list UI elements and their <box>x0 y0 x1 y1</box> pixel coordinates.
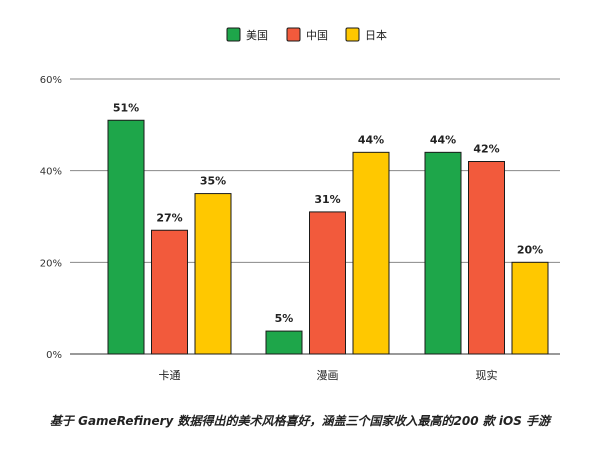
bar <box>511 261 549 355</box>
bar-value-label: 51% <box>113 101 139 114</box>
legend-label: 日本 <box>365 28 387 42</box>
y-tick-label: 60% <box>40 75 62 86</box>
x-tick-label: 漫画 <box>317 368 339 382</box>
bar <box>265 330 303 355</box>
legend-label: 中国 <box>306 29 328 42</box>
legend-swatch <box>286 27 301 42</box>
bar-value-label: 44% <box>430 133 456 146</box>
y-tick-label: 40% <box>40 167 62 178</box>
x-tick-label: 卡通 <box>159 369 181 382</box>
x-tick-label: 现实 <box>476 368 498 382</box>
y-tick-label: 0% <box>46 350 62 361</box>
bar-value-label: 35% <box>200 175 226 188</box>
x-axis-ticks: 卡通 漫画 现实 <box>159 368 498 382</box>
bar <box>194 193 232 355</box>
y-tick-label: 20% <box>40 258 62 269</box>
chart-caption: 基于 GameRefinery 数据得出的美术风格喜好，涵盖三个国家收入最高的2… <box>49 414 551 428</box>
legend: 美国 中国 日本 <box>226 27 387 42</box>
bar-value-label: 5% <box>275 312 294 325</box>
bars: 51% 27% 35% 5% 31% 44% 44% 42% 20% <box>107 101 549 355</box>
bar <box>424 151 462 355</box>
bar-value-label: 42% <box>473 143 499 156</box>
bar-value-label: 44% <box>358 133 384 146</box>
bar <box>107 119 145 355</box>
bar <box>352 151 390 355</box>
bar <box>468 161 505 355</box>
bar-value-label: 20% <box>517 243 543 256</box>
bar <box>151 229 188 355</box>
bar-value-label: 31% <box>314 193 340 206</box>
legend-swatch <box>226 27 241 42</box>
bar <box>309 211 346 355</box>
legend-label: 美国 <box>246 29 268 42</box>
legend-swatch <box>345 27 360 42</box>
y-axis-ticks: 0% 20% 40% 60% <box>40 75 62 361</box>
bar-value-label: 27% <box>156 211 182 224</box>
